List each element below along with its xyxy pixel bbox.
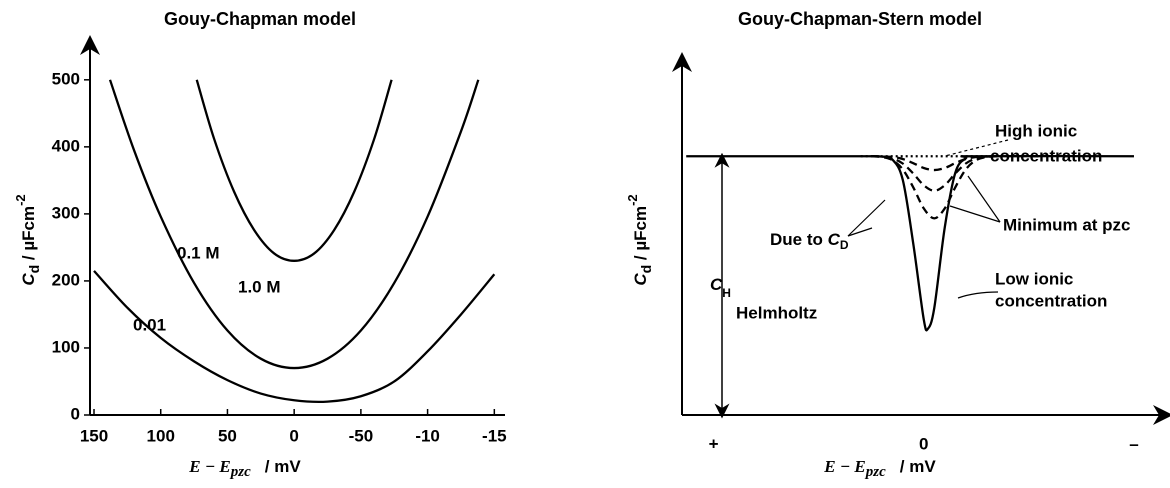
curve: [93, 270, 496, 404]
curve: [871, 155, 998, 192]
x-label-unit: / mV: [900, 457, 937, 476]
leader: [944, 139, 1009, 157]
y-axis-label: Cd / µFcm-2: [13, 194, 41, 285]
y-tick-label: 200: [52, 270, 80, 289]
annotation: Low ionic: [995, 269, 1073, 288]
x-label-symbol: E − E: [188, 457, 230, 476]
y-tick-label: 0: [71, 404, 80, 423]
annotation: Due to CD: [770, 230, 849, 252]
y-tick-label: 500: [52, 69, 80, 88]
curve: [871, 155, 998, 220]
annotation-text: Due to: [770, 230, 828, 249]
chart-title: Gouy-Chapman model: [164, 9, 356, 29]
y-tick-label: 100: [52, 337, 80, 356]
x-label-sub: pzc: [229, 464, 251, 480]
y-tick-label: 400: [52, 136, 80, 155]
annotation: Helmholtz: [736, 303, 817, 322]
annotation: Minimum at pzc: [1003, 215, 1131, 234]
x-tick-label: -10: [415, 426, 440, 445]
curve: [195, 79, 393, 262]
y-label-unit: / µFcm: [631, 206, 650, 265]
x-tick-label: -50: [349, 426, 374, 445]
curve-label: 0.1 M: [177, 243, 220, 262]
annotation: concentration: [990, 146, 1102, 165]
x-tick-label: 50: [218, 426, 237, 445]
curve-label: 1.0 M: [238, 277, 281, 296]
annotation: High ionic: [995, 121, 1077, 140]
y-label-sup: -2: [13, 194, 28, 206]
annotation-sub: D: [840, 238, 849, 252]
y-label-sup: -2: [625, 194, 640, 206]
annotation: concentration: [995, 291, 1107, 310]
leader: [949, 205, 1001, 223]
x-tick-label: 150: [80, 426, 108, 445]
x-tick-label: +: [709, 434, 719, 453]
x-tick-label: –: [1129, 434, 1138, 453]
y-tick-label: 300: [52, 203, 80, 222]
x-tick-label: 0: [919, 434, 928, 453]
leader-lines: [847, 139, 1009, 299]
x-tick-label: -15: [482, 426, 507, 445]
x-label-sub: pzc: [864, 464, 886, 480]
x-label-symbol: E − E: [823, 457, 865, 476]
annotation-symbol: C: [828, 230, 841, 249]
y-axis-label: Cd / µFcm-2: [625, 194, 653, 285]
leader: [957, 291, 999, 299]
chart: Gouy-Chapman-Stern model + 0 – Cd / µFcm-2 E …: [625, 9, 1170, 481]
leader: [847, 227, 873, 237]
x-label-unit: / mV: [265, 457, 302, 476]
chart-title: Gouy-Chapman-Stern model: [738, 9, 982, 29]
leader: [847, 199, 886, 237]
annotation: CH: [710, 275, 731, 300]
leader: [967, 175, 1001, 223]
x-tick-label: 100: [147, 426, 175, 445]
y-label-symbol: C: [631, 273, 650, 286]
x-axis-label: E − Epzc / mV: [823, 457, 936, 481]
annotation-sub: H: [722, 286, 731, 300]
curve: [108, 79, 480, 370]
annotation-symbol: C: [710, 275, 723, 294]
y-label-sub: d: [638, 265, 654, 274]
y-label-symbol: C: [19, 273, 38, 286]
x-axis-label: E − Epzc / mV: [188, 457, 301, 481]
curve-label: 0.01: [133, 315, 166, 334]
y-label-unit: / µFcm: [19, 206, 38, 265]
y-label-sub: d: [26, 265, 42, 274]
x-tick-label: 0: [289, 426, 298, 445]
